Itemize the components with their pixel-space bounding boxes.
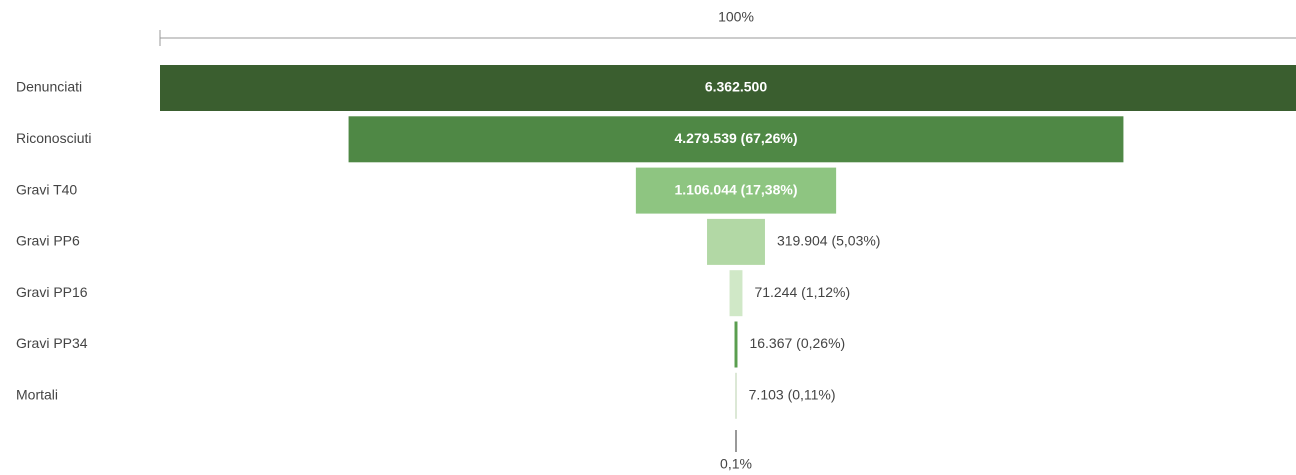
value-label: 4.279.539 (67,26%) [675, 130, 798, 146]
category-label: Gravi PP6 [16, 233, 80, 249]
top-label: 100% [718, 9, 754, 25]
category-label: Gravi T40 [16, 181, 77, 197]
value-label: 71.244 (1,12%) [754, 284, 850, 300]
category-label: Gravi PP16 [16, 284, 88, 300]
category-label: Gravi PP34 [16, 335, 88, 351]
funnel-bar [735, 372, 737, 419]
bottom-label: 0,1% [720, 456, 752, 472]
funnel-bar [734, 321, 738, 368]
category-label: Mortali [16, 387, 58, 403]
funnel-bar [729, 270, 743, 317]
value-label: 319.904 (5,03%) [777, 233, 881, 249]
value-label: 7.103 (0,11%) [749, 387, 836, 403]
value-label: 1.106.044 (17,38%) [675, 181, 798, 197]
funnel-bar [635, 167, 837, 214]
value-label: 6.362.500 [705, 79, 767, 95]
funnel-bar [348, 116, 1124, 163]
category-label: Denunciati [16, 79, 82, 95]
funnel-bar [707, 218, 765, 265]
category-label: Riconosciuti [16, 130, 91, 146]
funnel-bar [160, 65, 1296, 111]
value-label: 16.367 (0,26%) [749, 335, 845, 351]
